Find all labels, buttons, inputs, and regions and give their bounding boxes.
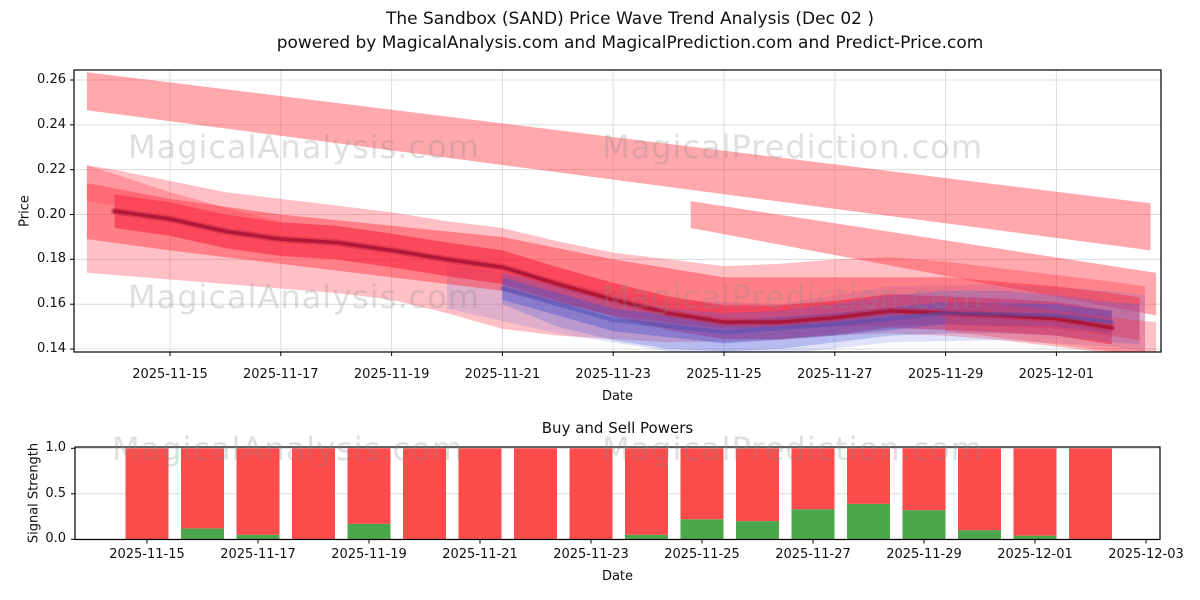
sell-bar-2025-12-01 — [1013, 448, 1057, 536]
powers-x-tick-label: 2025-11-27 — [775, 547, 851, 562]
price-wave-chart — [86, 72, 1157, 352]
sell-bar-2025-11-22 — [514, 448, 557, 540]
sell-bar-2025-11-29 — [902, 448, 946, 511]
price-x-tick-label: 2025-12-01 — [1018, 367, 1095, 382]
buy-bar-2025-11-17 — [236, 534, 280, 540]
powers-chart-title: Buy and Sell Powers — [541, 419, 694, 437]
price-x-tick-label: 2025-11-15 — [132, 367, 208, 382]
price-y-tick-label: 0.20 — [37, 206, 66, 222]
sell-bar-2025-11-18 — [292, 448, 335, 540]
powers-x-tick-label: 2025-12-01 — [997, 547, 1073, 562]
left-upper-wedge — [86, 165, 281, 235]
price-plot-border — [73, 69, 1162, 353]
buy-bar-2025-11-28 — [847, 503, 890, 540]
powers-y-tick-label: 1.0 — [45, 440, 66, 456]
price-x-tick-label: 2025-11-25 — [686, 367, 762, 382]
title-block: The Sandbox (SAND) Price Wave Trend Anal… — [60, 7, 1200, 55]
blue-core-band — [502, 277, 1112, 344]
buy-bar-2025-12-01 — [1013, 535, 1057, 540]
price-xaxis-label: Date — [601, 389, 634, 404]
powers-x-tick-label: 2025-11-19 — [331, 547, 407, 562]
buy-sell-chart — [125, 448, 1112, 540]
chart-title: The Sandbox (SAND) Price Wave Trend Anal… — [385, 9, 875, 29]
powers-xaxis-label: Date — [601, 569, 634, 584]
sell-bar-2025-11-23 — [569, 448, 613, 540]
price-x-tick-label: 2025-11-23 — [575, 367, 651, 382]
buy-bar-2025-11-26 — [736, 521, 779, 540]
buy-bar-2025-11-25 — [680, 519, 724, 540]
price-y-tick-label: 0.26 — [37, 72, 66, 87]
powers-x-tick-label: 2025-11-17 — [220, 547, 296, 562]
powers-x-tick-label: 2025-12-03 — [1108, 547, 1184, 562]
price-x-tick-label: 2025-11-19 — [353, 367, 430, 382]
sell-bar-2025-11-27 — [791, 448, 835, 510]
price-y-tick-label: 0.22 — [37, 161, 66, 177]
bottom-right-band — [945, 297, 1157, 352]
sell-bar-2025-11-17 — [236, 448, 280, 535]
sell-bar-2025-11-16 — [181, 448, 224, 529]
price-envelope-inner — [114, 194, 1112, 345]
sell-bar-2025-11-28 — [847, 448, 890, 504]
sell-bar-2025-11-19 — [347, 448, 391, 524]
buy-bar-2025-11-29 — [902, 510, 946, 540]
price-x-tick-label: 2025-11-17 — [243, 367, 319, 382]
blue-trend-core — [500, 286, 1114, 335]
powers-plot-border — [74, 446, 1161, 541]
powers-x-tick-label: 2025-11-21 — [442, 547, 518, 562]
buy-bar-2025-11-16 — [181, 528, 224, 540]
buy-bar-2025-11-19 — [347, 523, 391, 540]
sell-bar-2025-11-24 — [625, 448, 668, 535]
sell-bar-2025-12-02 — [1069, 448, 1112, 540]
price-y-tick-label: 0.24 — [37, 116, 66, 132]
sell-bar-2025-11-30 — [958, 448, 1001, 531]
sell-bar-2025-11-20 — [403, 448, 446, 540]
price-y-tick-label: 0.16 — [37, 296, 66, 312]
buy-bar-2025-11-27 — [791, 509, 835, 540]
powers-x-tick-label: 2025-11-29 — [886, 547, 962, 562]
powers-x-tick-label: 2025-11-23 — [553, 547, 629, 562]
buy-bar-2025-11-30 — [958, 530, 1001, 540]
sell-bar-2025-11-26 — [736, 448, 779, 522]
chart-subtitle: powered by MagicalAnalysis.com and Magic… — [276, 33, 984, 53]
upper-trend-band-b — [690, 201, 1157, 316]
powers-y-tick-label: 0.0 — [45, 531, 66, 547]
price-x-tick-label: 2025-11-27 — [797, 367, 873, 382]
powers-y-tick-label: 0.5 — [45, 485, 66, 501]
price-y-tick-label: 0.14 — [37, 341, 66, 357]
sell-bar-2025-11-15 — [125, 448, 169, 540]
buy-bar-2025-11-24 — [625, 534, 668, 540]
price-x-tick-label: 2025-11-21 — [464, 367, 541, 382]
powers-x-tick-label: 2025-11-25 — [664, 547, 740, 562]
powers-x-tick-label: 2025-11-15 — [109, 547, 185, 562]
upper-trend-band-a — [86, 72, 1151, 251]
sell-bar-2025-11-21 — [458, 448, 502, 540]
price-y-tick-label: 0.18 — [37, 251, 66, 267]
price-x-tick-label: 2025-11-29 — [907, 367, 984, 382]
sell-bar-2025-11-25 — [680, 448, 724, 520]
blue-envelope — [502, 272, 1140, 352]
